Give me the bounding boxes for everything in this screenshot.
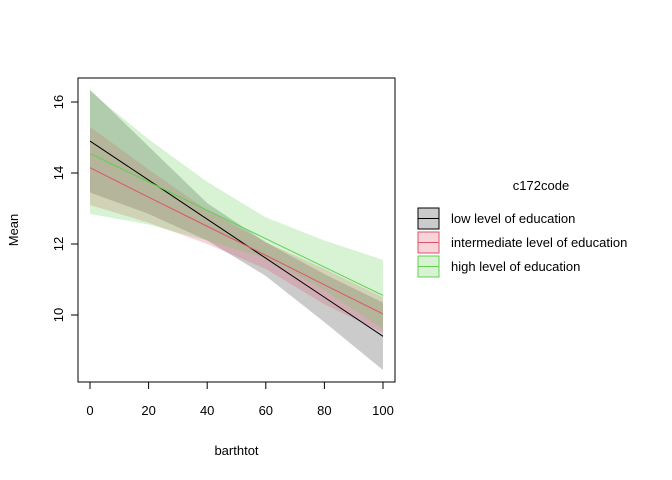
y-tick-label: 14 — [51, 166, 66, 180]
confidence-band-high — [90, 91, 383, 330]
confidence-band-intermediate — [90, 126, 383, 333]
x-tick-label: 60 — [259, 403, 273, 418]
legend-label: high level of education — [451, 259, 580, 274]
series-line-high — [89, 153, 384, 296]
x-axis: 0 20 40 60 80 100 — [86, 381, 394, 418]
legend-title: c172code — [513, 178, 569, 193]
confidence-band-low — [90, 89, 383, 371]
lines-layer — [89, 140, 384, 337]
series-line-intermediate — [89, 167, 384, 315]
x-tick-label: 80 — [317, 403, 331, 418]
y-axis-label: Mean — [6, 214, 21, 247]
bands-layer — [90, 89, 383, 371]
x-tick-label: 40 — [200, 403, 214, 418]
y-tick-label: 16 — [51, 95, 66, 109]
legend-label: intermediate level of education — [451, 235, 627, 250]
y-tick-label: 12 — [51, 237, 66, 251]
x-tick-label: 0 — [86, 403, 93, 418]
x-tick-label: 100 — [372, 403, 394, 418]
x-axis-label: barthtot — [214, 443, 258, 458]
series-line-low — [89, 140, 384, 337]
legend: c172code low level of education intermedi… — [417, 178, 627, 278]
legend-label: low level of education — [451, 211, 575, 226]
x-tick-label: 20 — [141, 403, 155, 418]
y-axis: 10 12 14 16 — [51, 95, 79, 322]
y-tick-label: 10 — [51, 308, 66, 322]
